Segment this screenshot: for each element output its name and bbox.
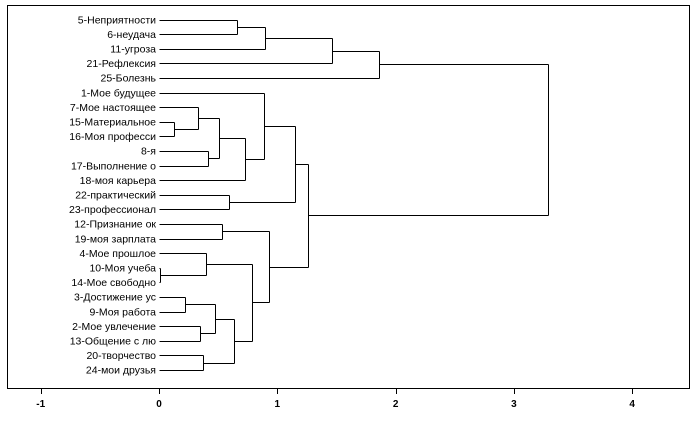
- leaf-label: 10-Моя учеба: [89, 263, 156, 275]
- leaf-label: 12-Признание ок: [74, 219, 156, 231]
- leaf-label: 4-Мое прошлое: [79, 248, 156, 260]
- x-tick-label: 2: [393, 399, 399, 410]
- leaf-label: 18-моя карьера: [80, 175, 156, 187]
- leaf-label: 6-неудача: [107, 29, 156, 41]
- leaf-label: 1-Мое будущее: [81, 87, 156, 99]
- leaf-label: 3-Достижение ус: [74, 292, 156, 304]
- leaf-label: 21-Рефлексия: [87, 58, 156, 70]
- x-tick-label: 4: [629, 399, 635, 410]
- x-tick-label: -1: [36, 399, 45, 410]
- leaf-label: 20-творчество: [86, 350, 156, 362]
- x-tick-label: 0: [156, 399, 162, 410]
- leaf-label: 7-Мое настоящее: [70, 102, 156, 114]
- leaf-label: 24-мои друзья: [86, 365, 156, 377]
- leaf-label: 11-угроза: [110, 44, 156, 56]
- leaf-label: 8-я: [141, 146, 156, 158]
- leaf-label: 23-профессионал: [69, 204, 156, 216]
- x-axis-ticks: -1 0 1 2 3 4: [36, 388, 635, 410]
- leaf-label: 2-Мое увлечение: [72, 321, 156, 333]
- dendrogram-links: [159, 20, 549, 371]
- leaf-label: 14-Мое свободно: [71, 277, 156, 289]
- leaf-label: 16-Моя професси: [69, 131, 156, 143]
- leaf-label: 5-Неприятности: [78, 14, 156, 26]
- leaf-label: 25-Болезнь: [101, 73, 157, 85]
- leaf-label: 9-Моя работа: [90, 306, 157, 318]
- leaf-label: 19-моя зарплата: [75, 233, 156, 245]
- leaf-labels: 5-Неприятности 6-неудача 11-угроза 21-Рефле…: [69, 14, 157, 376]
- leaf-label: 17-Выполнение о: [71, 160, 156, 172]
- x-tick-label: 1: [275, 399, 281, 410]
- leaf-label: 13-Общение с лю: [70, 336, 156, 348]
- leaf-label: 15-Материальное: [69, 117, 156, 129]
- leaf-label: 22-практический: [75, 190, 156, 202]
- x-tick-label: 3: [511, 399, 517, 410]
